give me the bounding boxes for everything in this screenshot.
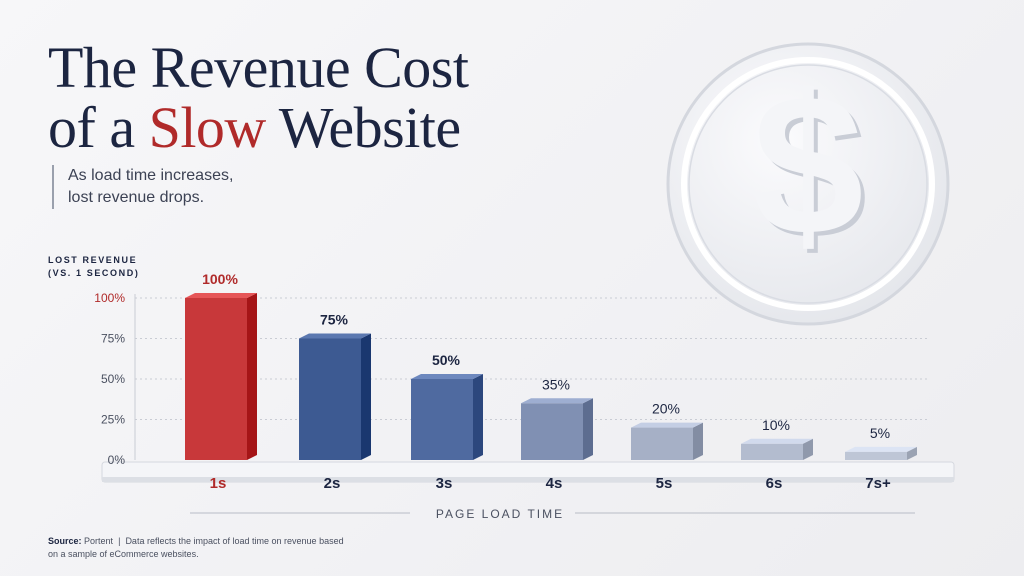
bar-value-label: 75% [320,312,349,328]
bar-front [299,338,361,460]
chart-base-edge [102,477,954,482]
bar-value-label: 20% [652,401,680,417]
y-axis-label-line-1: LOST REVENUE [48,255,138,265]
y-tick-label: 75% [101,332,125,346]
source-note-line-1: Data reflects the impact of load time on… [125,536,317,546]
bar-side [907,446,917,460]
bar-top [521,398,593,404]
bar-value-label: 50% [432,352,461,368]
bar-4s [521,398,593,460]
bar-value-label: 10% [762,417,790,433]
bar-side [803,438,813,460]
bar-side [473,374,483,460]
bar-2s [299,333,371,460]
x-tick-label: 2s [324,475,341,492]
source-label: Source: [48,536,82,546]
page-title: The Revenue Cost of a Slow Website [48,35,469,158]
bar-side [247,293,257,460]
bar-side [693,422,703,460]
y-axis-label-line-2: (VS. 1 SECOND) [48,268,140,278]
bar-front [631,427,693,460]
x-tick-label: 4s [546,475,563,492]
x-tick-label: 5s [656,475,673,492]
title-line-2: of a Slow Website [48,98,468,158]
bar-side [583,398,593,460]
svg-text:$: $ [752,54,863,277]
bar-top [299,333,371,339]
bar-top [631,422,703,428]
svg-text:$: $ [756,58,867,281]
title-prefix: of a [48,95,149,160]
y-tick-label: 100% [94,291,125,305]
title-accent-word: Slow [148,95,267,160]
x-tick-label: 7s+ [865,475,891,492]
bar-top [185,293,257,298]
source-separator: | [118,536,121,546]
bar-top [411,374,483,379]
bar-side [361,333,371,460]
x-tick-label: 6s [766,475,783,492]
subtitle-line-2: lost revenue drops. [68,189,205,206]
bar-value-label: 35% [542,376,570,392]
x-axis-title: PAGE LOAD TIME [436,507,564,521]
source-name: Portent [84,536,114,546]
bar-top [741,438,813,444]
bar-top [845,446,917,452]
source-note: Source: Portent | Data reflects the impa… [48,535,348,561]
y-tick-label: 25% [101,413,125,427]
y-tick-label: 0% [108,453,126,467]
bar-value-label: 100% [202,271,238,287]
y-tick-label: 50% [101,372,125,386]
bar-front [741,443,803,460]
bar-7s+ [845,446,917,460]
bar-front [411,379,473,460]
subtitle: As load time increases, lost revenue dro… [52,165,233,209]
bar-3s [411,374,483,460]
bar-front [185,298,247,460]
dollar-coin-icon: $ $ [662,38,954,330]
y-axis-label: LOST REVENUE (VS. 1 SECOND) [48,254,139,280]
x-tick-label: 1s [210,475,227,492]
bar-value-label: 5% [870,425,890,441]
x-tick-label: 3s [436,475,453,492]
bar-1s [185,293,257,460]
bar-front [845,451,907,460]
subtitle-line-1: As load time increases, [68,167,234,184]
source-note-line-2: based on a sample of eCommerce websites. [48,536,344,559]
title-line-1: The Revenue Cost [48,35,469,100]
title-suffix: Website [265,95,461,160]
bar-5s [631,422,703,460]
bar-6s [741,438,813,460]
bar-front [521,403,583,460]
